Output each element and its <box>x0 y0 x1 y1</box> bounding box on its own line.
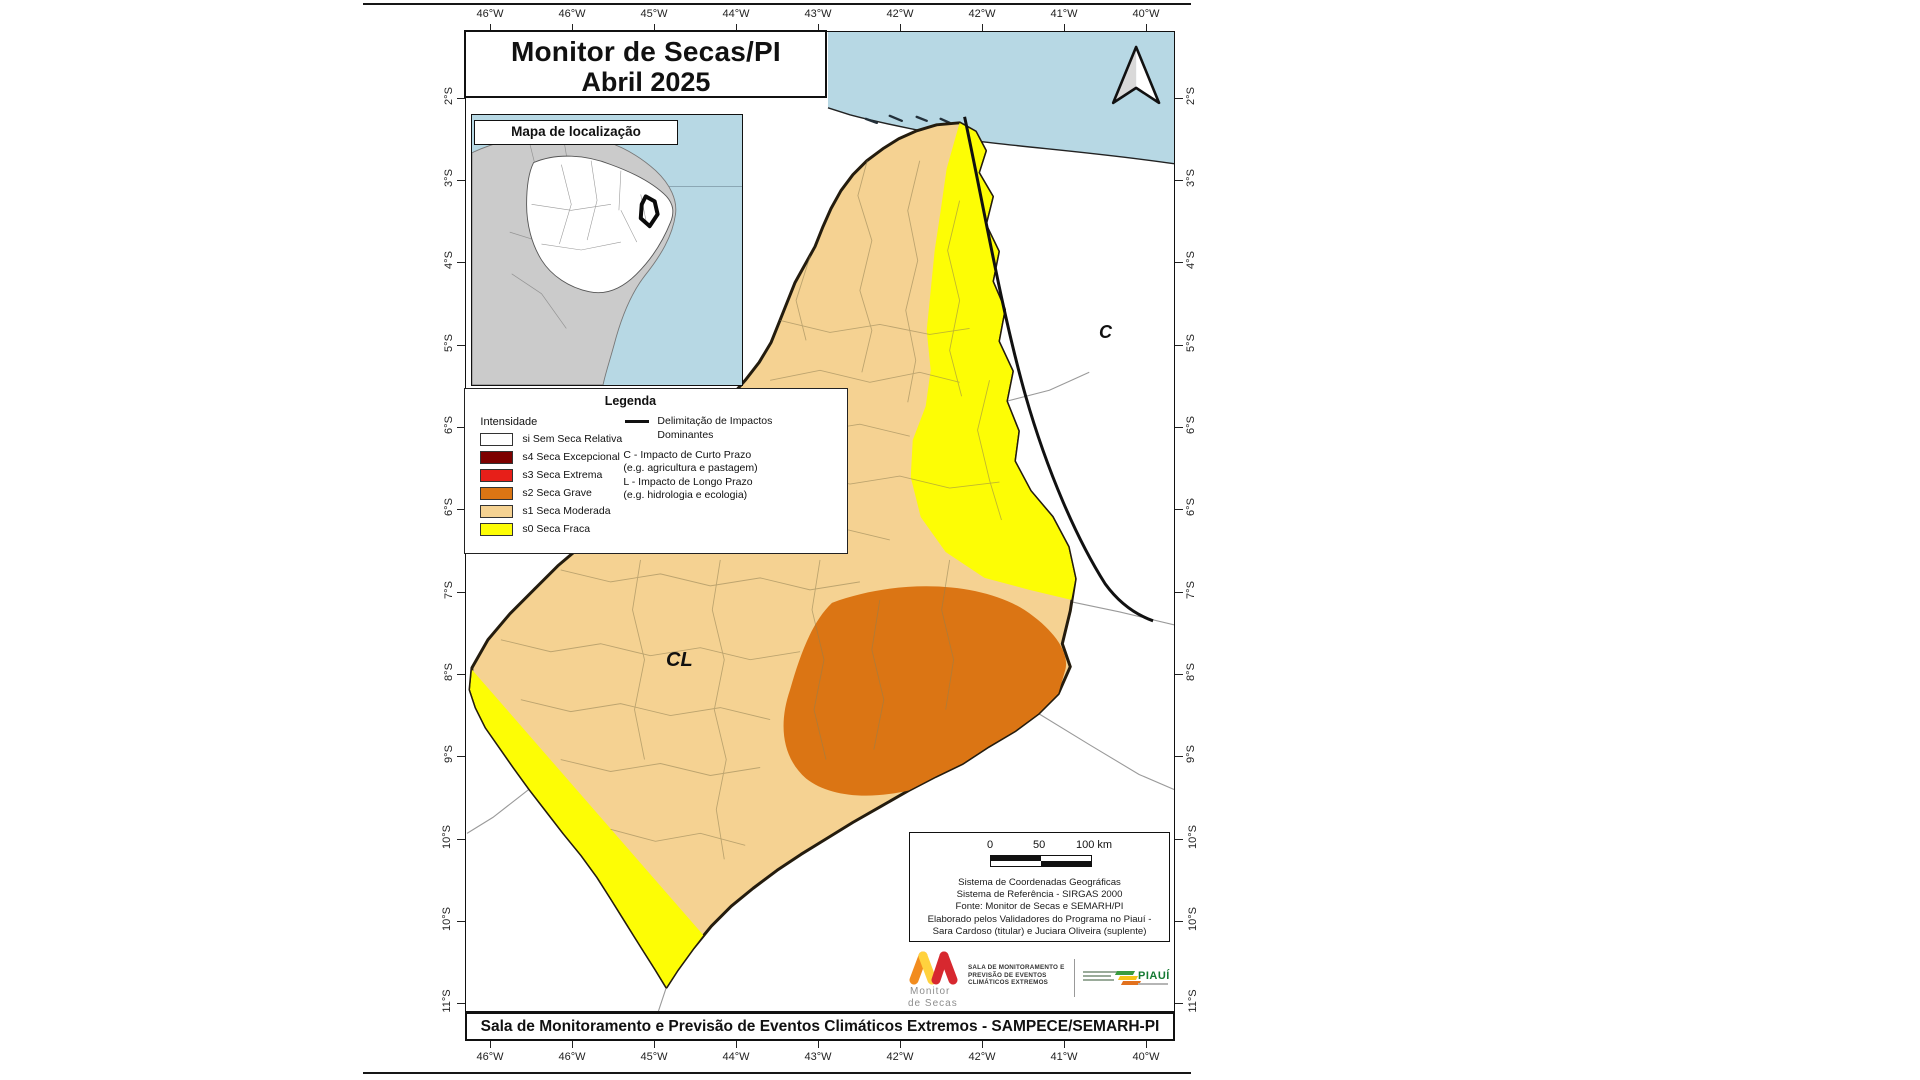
axis-label-left: 4°S <box>443 251 455 269</box>
locator-inset: Mapa de localização <box>471 114 743 386</box>
axis-label-top: 46°W <box>476 8 504 20</box>
inset-title: Mapa de localização <box>474 120 678 145</box>
axis-label-top: 41°W <box>1050 8 1078 20</box>
axis-label-right: 5°S <box>1185 334 1197 352</box>
axis-label-right: 3°S <box>1185 169 1197 187</box>
axis-label-left: 6°S <box>443 498 455 516</box>
color-swatch-s3 <box>480 469 514 482</box>
neighbour-borders <box>466 371 1174 1011</box>
axis-label-top: 43°W <box>804 8 832 20</box>
axis-label-left: 5°S <box>443 334 455 352</box>
axis-label-bottom: 44°W <box>722 1051 750 1063</box>
axis-label-bottom: 43°W <box>804 1051 832 1063</box>
sampece-logo-text: SALA DE MONITORAMENTO E PREVISÃO DE EVEN… <box>968 964 1065 987</box>
monitor-logo-text1: Monitor <box>910 986 951 997</box>
axis-label-bottom: 42°W <box>968 1051 996 1063</box>
axis-label-right: 6°S <box>1185 416 1197 434</box>
zone-s2-southeast <box>783 586 1067 796</box>
color-swatch-s4 <box>480 451 514 464</box>
piaui-logo-text: PIAUÍ <box>1138 970 1170 982</box>
zone-s0-northeast <box>910 122 1076 600</box>
axis-label-top: 45°W <box>640 8 668 20</box>
axis-label-right: 4°S <box>1185 251 1197 269</box>
legend-header: Legenda <box>604 394 657 408</box>
axis-label-bottom: 45°W <box>640 1051 668 1063</box>
impact-delim-label2: Dominantes <box>657 429 714 441</box>
monitor-de-secas-logo-icon <box>909 951 958 985</box>
impact-delim-label: Delimitação de Impactos <box>657 415 773 427</box>
top-border-line <box>363 3 1191 5</box>
axis-label-left: 7°S <box>443 581 455 599</box>
impact-delimitation-line <box>963 116 1154 623</box>
scale-100: 100 km <box>1076 839 1113 851</box>
axis-label-top: 42°W <box>968 8 996 20</box>
axis-label-left: 10°S <box>441 907 453 931</box>
axis-label-left: 10°S <box>441 825 453 849</box>
axis-label-right: 10°S <box>1187 907 1199 931</box>
map-info-box: 0 50 100 km Sistema de Coordenadas Geogr… <box>909 832 1170 942</box>
axis-label-top: 40°W <box>1132 8 1160 20</box>
gov-logo-icon <box>1083 971 1117 983</box>
scale-50: 50 <box>1033 839 1046 851</box>
axis-label-bottom: 41°W <box>1050 1051 1078 1063</box>
axis-label-right: 2°S <box>1185 87 1197 105</box>
axis-label-right: 10°S <box>1187 825 1199 849</box>
color-swatch-s1 <box>480 505 514 518</box>
footer-title: Sala de Monitoramento e Previsão de Even… <box>480 1018 1160 1035</box>
legend: Legenda Intensidade si Sem Seca Relativa… <box>464 388 849 554</box>
impact-l-sub: (e.g. hidrologia e ecologia) <box>623 489 748 501</box>
impact-c-sub: (e.g. agricultura e pastagem) <box>623 462 758 474</box>
piaui-logo-underline <box>1138 983 1168 985</box>
scale-bar <box>990 855 1092 867</box>
map-credits: Sistema de Coordenadas Geográficas Siste… <box>927 877 1152 937</box>
axis-label-right: 11°S <box>1187 989 1199 1013</box>
color-swatch-si <box>480 433 514 446</box>
annotation-cl: CL <box>666 649 693 671</box>
color-swatch-s2 <box>480 487 514 500</box>
logos-row: Monitor de Secas SALA DE MONITORAMENTO E… <box>904 949 1174 1011</box>
axis-label-left: 11°S <box>441 989 453 1013</box>
axis-label-left: 8°S <box>443 663 455 681</box>
brazil <box>526 155 674 294</box>
axis-label-right: 9°S <box>1185 745 1197 763</box>
axis-label-left: 6°S <box>443 416 455 434</box>
color-swatch-s0 <box>480 523 514 536</box>
axis-label-top: 46°W <box>558 8 586 20</box>
axis-label-left: 9°S <box>443 745 455 763</box>
locator-svg <box>472 115 742 385</box>
axis-label-right: 8°S <box>1185 663 1197 681</box>
delta-islets <box>864 114 951 125</box>
annotation-c: C <box>1099 322 1112 342</box>
axis-label-right: 7°S <box>1185 581 1197 599</box>
map-title-box: Monitor de Secas/PI Abril 2025 <box>464 30 828 99</box>
monitor-logo-text2: de Secas <box>908 998 958 1009</box>
logo-divider <box>1074 959 1075 997</box>
map-subtitle: Abril 2025 <box>581 67 711 98</box>
north-arrow-icon <box>1111 45 1161 105</box>
axis-label-bottom: 42°W <box>886 1051 914 1063</box>
axis-label-top: 44°W <box>722 8 750 20</box>
axis-label-bottom: 46°W <box>558 1051 586 1063</box>
axis-label-top: 42°W <box>886 8 914 20</box>
impact-l-title: L - Impacto de Longo Prazo <box>623 476 753 488</box>
map-title: Monitor de Secas/PI <box>510 36 781 68</box>
scale-0: 0 <box>987 839 994 851</box>
axis-label-bottom: 40°W <box>1132 1051 1160 1063</box>
axis-label-left: 2°S <box>443 87 455 105</box>
ocean <box>827 32 1174 164</box>
impact-c-title: C - Impacto de Curto Prazo <box>623 449 752 461</box>
map-canvas: Monitor de Secas/PI Abril 2025 <box>464 30 1175 1012</box>
main-map-svg <box>466 32 1174 1011</box>
legend-intensity-title: Intensidade <box>480 416 538 428</box>
axis-label-right: 6°S <box>1185 498 1197 516</box>
bottom-border-line <box>363 1072 1191 1074</box>
piaui-highlight <box>638 194 660 229</box>
axis-label-left: 3°S <box>443 169 455 187</box>
footer-bar: Sala de Monitoramento e Previsão de Even… <box>465 1012 1175 1041</box>
zone-s0-southwest <box>469 669 704 988</box>
axis-label-bottom: 46°W <box>476 1051 504 1063</box>
delimitation-line-sample <box>625 420 650 423</box>
